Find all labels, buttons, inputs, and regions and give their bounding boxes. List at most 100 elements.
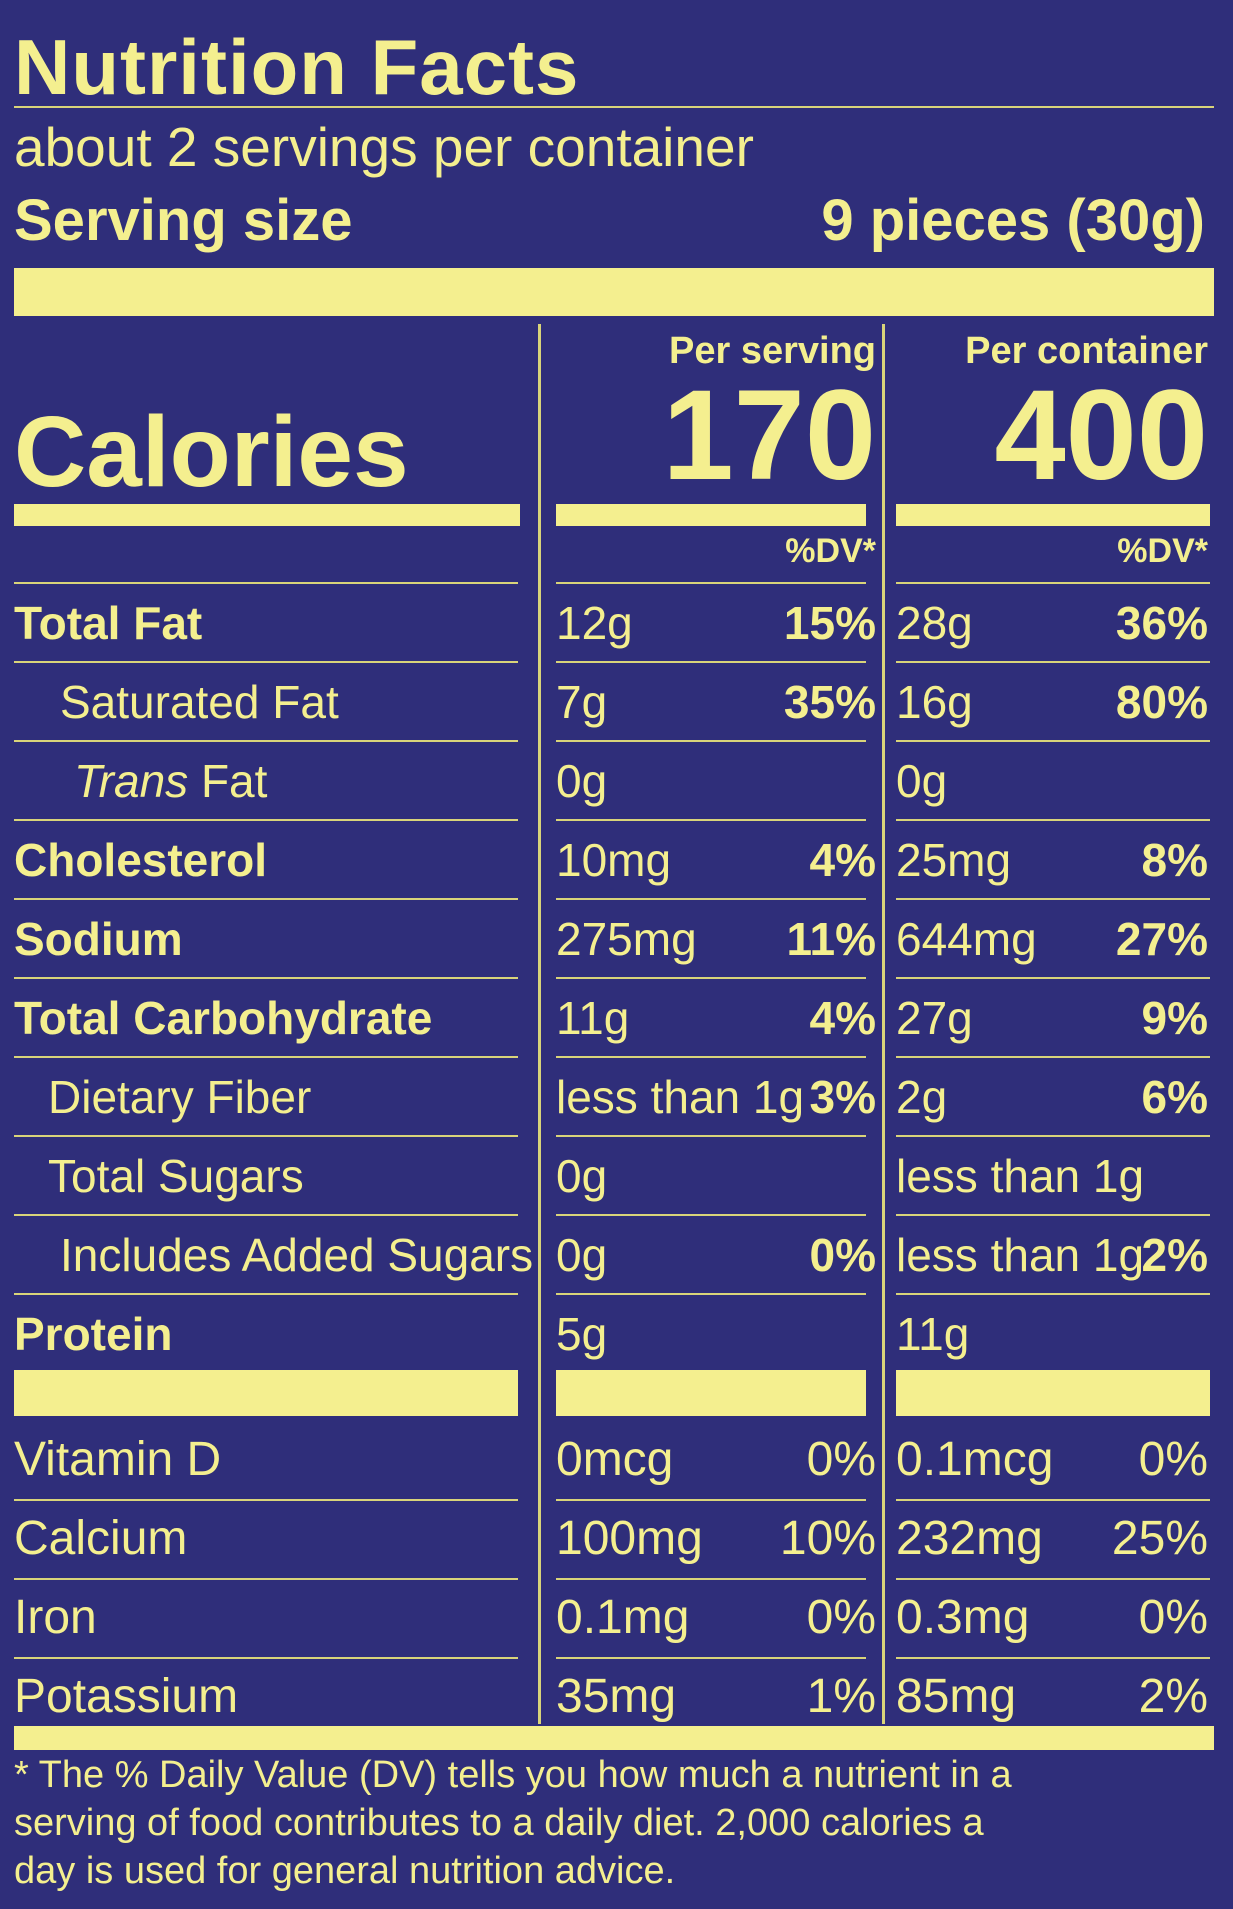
nutrient-container-amount: 0g bbox=[896, 755, 948, 807]
serving-size-label: Serving size bbox=[14, 188, 353, 253]
dv-header-container: %DV* bbox=[1117, 532, 1208, 570]
nutrient-serving-dv: 0% bbox=[809, 1229, 876, 1281]
header-thick-bar bbox=[14, 268, 1214, 316]
nutrient-name: Total Sugars bbox=[48, 1150, 304, 1202]
row-divider bbox=[556, 1293, 866, 1295]
row-divider bbox=[556, 898, 866, 900]
row-divider bbox=[896, 1293, 1210, 1295]
per-serving-header: Per serving bbox=[669, 330, 876, 372]
nutrient-name: Saturated Fat bbox=[60, 676, 339, 728]
dv-header-serving: %DV* bbox=[785, 532, 876, 570]
vitamin-serving-amount: 0mcg bbox=[556, 1433, 674, 1486]
nutrient-serving-amount: 275mg bbox=[556, 913, 697, 965]
row-divider bbox=[556, 740, 866, 742]
row-divider bbox=[896, 582, 1210, 584]
nutrient-name: Dietary Fiber bbox=[48, 1071, 312, 1123]
nutrient-container-dv: 36% bbox=[1115, 597, 1208, 649]
row-divider bbox=[556, 1499, 866, 1501]
vitamin-name: Potassium bbox=[14, 1670, 239, 1723]
nutrient-serving-dv: 4% bbox=[809, 992, 876, 1044]
vitamins-bar-container bbox=[896, 1370, 1210, 1416]
vitamin-name: Iron bbox=[14, 1591, 97, 1644]
nutrient-name-italic: Trans bbox=[74, 755, 189, 807]
vitamin-container-dv: 0% bbox=[1138, 1433, 1208, 1486]
footer-thick-bar bbox=[14, 1726, 1214, 1750]
nutrient-name: Trans Fat bbox=[74, 758, 267, 804]
vitamin-container-amount: 232mg bbox=[896, 1512, 1043, 1565]
row-divider bbox=[14, 1056, 518, 1058]
vitamin-serving-dv: 10% bbox=[779, 1512, 876, 1565]
row-divider bbox=[896, 977, 1210, 979]
vitamin-serving-dv: 1% bbox=[806, 1670, 876, 1723]
nutrient-name-rest: Fat bbox=[188, 755, 268, 807]
row-divider bbox=[14, 1135, 518, 1137]
vitamin-serving-amount: 100mg bbox=[556, 1512, 703, 1565]
row-divider bbox=[14, 1214, 518, 1216]
calories-label: Calories bbox=[14, 396, 409, 508]
nutrient-serving-amount: 12g bbox=[556, 597, 633, 649]
vitamin-container-dv: 0% bbox=[1138, 1591, 1208, 1644]
calories-bar-container bbox=[896, 504, 1210, 526]
calories-bar-label bbox=[14, 504, 520, 526]
vitamin-serving-dv: 0% bbox=[806, 1591, 876, 1644]
nutrient-serving-dv: 35% bbox=[783, 676, 876, 728]
row-divider bbox=[896, 1056, 1210, 1058]
row-divider bbox=[896, 819, 1210, 821]
vitamins-bar-serving bbox=[556, 1370, 866, 1416]
row-divider bbox=[14, 977, 518, 979]
column-separator-serving bbox=[538, 324, 541, 1724]
row-divider bbox=[14, 582, 518, 584]
nutrient-serving-amount: 0g bbox=[556, 755, 608, 807]
nutrient-serving-amount: 0g bbox=[556, 1229, 608, 1281]
nutrient-serving-dv: 4% bbox=[809, 834, 876, 886]
row-divider bbox=[556, 977, 866, 979]
row-divider bbox=[896, 1499, 1210, 1501]
vitamin-container-dv: 25% bbox=[1111, 1512, 1208, 1565]
row-divider bbox=[14, 819, 518, 821]
vitamin-name: Calcium bbox=[14, 1512, 188, 1565]
per-container-header: Per container bbox=[965, 330, 1208, 372]
vitamin-container-amount: 85mg bbox=[896, 1670, 1017, 1723]
nutrient-serving-amount: 10mg bbox=[556, 834, 672, 886]
row-divider bbox=[896, 898, 1210, 900]
vitamin-name: Vitamin D bbox=[14, 1433, 222, 1486]
nutrient-serving-dv: 11% bbox=[786, 913, 876, 965]
row-divider bbox=[556, 661, 866, 663]
nutrient-name: Total Carbohydrate bbox=[14, 992, 433, 1044]
nutrient-container-amount: 644mg bbox=[896, 913, 1037, 965]
nutrient-container-dv: 2% bbox=[1141, 1229, 1208, 1281]
row-divider bbox=[896, 1135, 1210, 1137]
nutrient-serving-amount: 5g bbox=[556, 1308, 608, 1360]
nutrient-container-amount: 27g bbox=[896, 992, 973, 1044]
nutrient-container-dv: 80% bbox=[1115, 676, 1208, 728]
row-divider bbox=[556, 1214, 866, 1216]
row-divider bbox=[896, 740, 1210, 742]
row-divider bbox=[14, 1578, 518, 1580]
vitamin-container-amount: 0.3mg bbox=[896, 1591, 1030, 1644]
row-divider bbox=[14, 1499, 518, 1501]
nutrient-name: Includes Added Sugars bbox=[60, 1229, 534, 1281]
nutrient-name: Total Fat bbox=[14, 597, 203, 649]
nutrient-container-dv: 27% bbox=[1115, 913, 1208, 965]
label-title: Nutrition Facts bbox=[14, 23, 580, 111]
row-divider bbox=[896, 661, 1210, 663]
row-divider bbox=[14, 740, 518, 742]
nutrient-name: Sodium bbox=[14, 913, 183, 965]
servings-per-container: about 2 servings per container bbox=[14, 116, 754, 178]
vitamin-serving-amount: 0.1mg bbox=[556, 1591, 690, 1644]
nutrient-serving-amount: 7g bbox=[556, 676, 608, 728]
nutrient-container-amount: 11g bbox=[896, 1308, 970, 1360]
calories-per-serving: 170 bbox=[662, 364, 876, 507]
calories-bar-serving bbox=[556, 504, 866, 526]
nutrient-container-amount: 16g bbox=[896, 676, 973, 728]
serving-size-value: 9 pieces (30g) bbox=[821, 188, 1205, 253]
nutrient-container-amount: 25mg bbox=[896, 834, 1012, 886]
row-divider bbox=[556, 1135, 866, 1137]
footnote-line-3: day is used for general nutrition advice… bbox=[14, 1850, 676, 1892]
row-divider bbox=[14, 1293, 518, 1295]
nutrient-container-amount: less than 1g bbox=[896, 1229, 1145, 1281]
vitamin-container-amount: 0.1mcg bbox=[896, 1433, 1054, 1486]
nutrient-container-amount: 28g bbox=[896, 597, 973, 649]
footnote-line-1: * The % Daily Value (DV) tells you how m… bbox=[14, 1754, 1012, 1796]
